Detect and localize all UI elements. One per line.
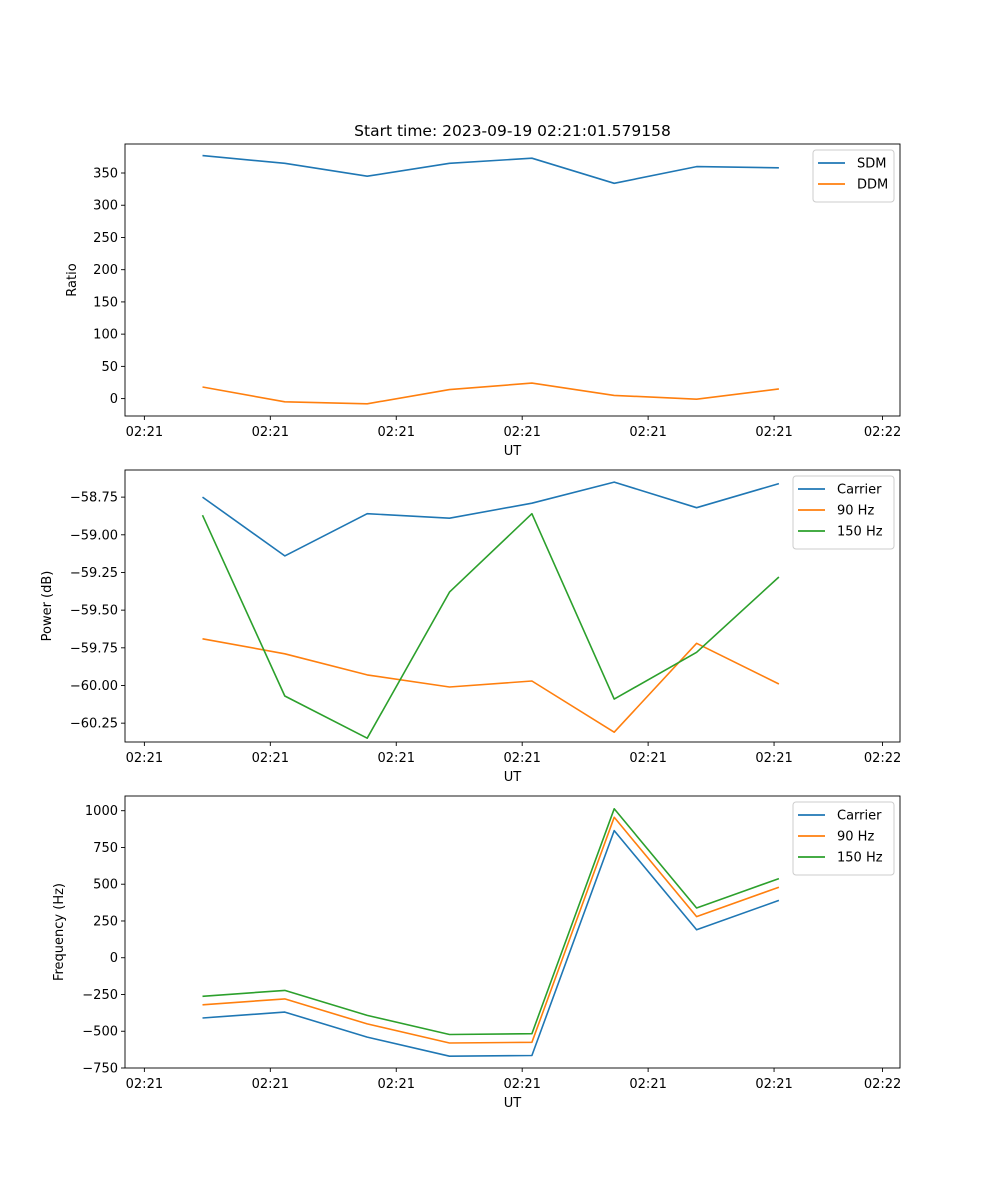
series-line-90-hz (202, 816, 780, 1044)
axes-frame (124, 469, 901, 743)
y-tick-label: −750 (82, 1062, 118, 1077)
y-tick-label: 750 (93, 841, 118, 856)
x-tick-label: 02:21 (252, 1077, 289, 1092)
legend-entry: DDM (857, 178, 888, 193)
x-tick-label: 02:21 (755, 425, 792, 440)
legend: Carrier 90 Hz 150 Hz (792, 801, 895, 876)
axes-frame (124, 795, 901, 1069)
legend-entry: 150 Hz (837, 851, 883, 866)
axes-frame (124, 143, 901, 417)
y-tick-label: 0 (110, 392, 118, 407)
y-tick-label: 50 (101, 360, 118, 375)
x-tick-label: 02:21 (126, 425, 163, 440)
legend-entry: 90 Hz (837, 830, 874, 845)
x-tick-label: 02:21 (503, 425, 540, 440)
x-tick-label: 02:22 (864, 751, 901, 766)
y-axis-label: Power (dB) (40, 571, 55, 642)
y-tick-label: 500 (93, 878, 118, 893)
x-tick-label: 02:21 (629, 425, 666, 440)
x-axis-label: UT (504, 1096, 522, 1111)
y-tick-label: −60.00 (70, 679, 118, 694)
series-line-150-hz (202, 807, 780, 1036)
legend-entry: 150 Hz (837, 525, 883, 540)
legend: SDM DDM (812, 149, 895, 203)
x-tick-label: 02:21 (503, 1077, 540, 1092)
y-tick-label: −59.50 (70, 604, 118, 619)
y-tick-label: −500 (82, 1025, 118, 1040)
series-line-90-hz (202, 638, 780, 734)
y-tick-label: −59.25 (70, 566, 118, 581)
legend-entry: SDM (857, 157, 886, 172)
x-tick-label: 02:21 (126, 751, 163, 766)
y-tick-label: −250 (82, 988, 118, 1003)
y-tick-label: −58.75 (70, 491, 118, 506)
y-tick-label: 0 (110, 951, 118, 966)
y-tick-label: 100 (93, 328, 118, 343)
y-tick-label: −60.25 (70, 717, 118, 732)
legend: Carrier 90 Hz 150 Hz (792, 475, 895, 550)
panel-ratio: 02:21 02:21 02:21 02:21 02:21 02:21 02:22 0 50 10… (65, 143, 901, 459)
legend-entry: 90 Hz (837, 504, 874, 519)
y-axis-label: Frequency (Hz) (52, 883, 67, 981)
x-tick-label: 02:22 (864, 1077, 901, 1092)
x-tick-label: 02:21 (629, 1077, 666, 1092)
series-line-carrier (202, 829, 780, 1057)
x-tick-label: 02:22 (864, 425, 901, 440)
x-tick-label: 02:21 (252, 751, 289, 766)
x-tick-label: 02:21 (503, 751, 540, 766)
x-tick-label: 02:21 (126, 1077, 163, 1092)
y-tick-label: 250 (93, 231, 118, 246)
y-tick-label: −59.00 (70, 528, 118, 543)
legend-entry: Carrier (837, 483, 882, 498)
y-tick-label: −59.75 (70, 641, 118, 656)
x-tick-label: 02:21 (378, 1077, 415, 1092)
y-tick-label: 1000 (85, 804, 118, 819)
series-line-150-hz (201, 512, 780, 740)
panel-power: 02:21 02:21 02:21 02:21 02:21 02:21 02:22 −58.7… (40, 469, 901, 785)
series-line-sdm (202, 154, 779, 185)
x-tick-label: 02:21 (378, 751, 415, 766)
x-tick-label: 02:21 (252, 425, 289, 440)
panel-frequency: 02:21 02:21 02:21 02:21 02:21 02:21 02:22 −750 −… (52, 795, 901, 1111)
y-tick-label: 250 (93, 914, 118, 929)
y-axis-label: Ratio (65, 263, 80, 296)
x-tick-label: 02:21 (755, 1077, 792, 1092)
x-tick-label: 02:21 (378, 425, 415, 440)
x-axis-label: UT (504, 444, 522, 459)
y-tick-label: 350 (93, 167, 118, 182)
x-axis-label: UT (504, 770, 522, 785)
x-tick-label: 02:21 (629, 751, 666, 766)
y-tick-label: 300 (93, 199, 118, 214)
chart-title: Start time: 2023-09-19 02:21:01.579158 (354, 122, 671, 140)
y-tick-label: 150 (93, 295, 118, 310)
y-tick-label: 200 (93, 263, 118, 278)
x-tick-label: 02:21 (755, 751, 792, 766)
series-line-carrier (202, 481, 780, 557)
legend-entry: Carrier (837, 809, 882, 824)
series-line-ddm (202, 382, 779, 405)
